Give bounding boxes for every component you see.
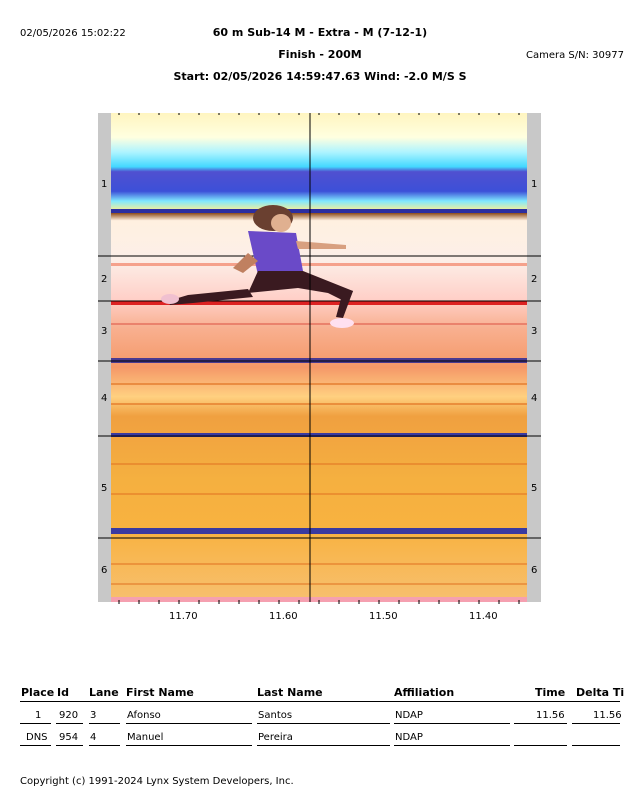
row-rule bbox=[572, 723, 620, 724]
lane-label-left: 4 bbox=[101, 393, 108, 404]
cell-lane: 4 bbox=[90, 732, 97, 743]
report-timestamp: 02/05/2026 15:02:22 bbox=[20, 28, 126, 39]
time-axis-ticks bbox=[118, 600, 520, 604]
lane-label-left: 3 bbox=[101, 326, 108, 337]
row-rule bbox=[126, 723, 252, 724]
cell-last-name: Santos bbox=[258, 710, 293, 721]
column-header-lane: Lane bbox=[89, 686, 119, 699]
cell-place: 1 bbox=[35, 710, 42, 721]
column-header-time: Time bbox=[535, 686, 566, 699]
cell-place: DNS bbox=[26, 732, 48, 743]
row-rule bbox=[89, 723, 120, 724]
cell-id: 954 bbox=[59, 732, 79, 743]
lane-label-right: 2 bbox=[531, 274, 538, 285]
lane-label-right: 1 bbox=[531, 179, 538, 190]
column-header-last-name: Last Name bbox=[257, 686, 323, 699]
row-rule bbox=[89, 745, 120, 746]
row-rule bbox=[514, 745, 567, 746]
cell-affiliation: NDAP bbox=[395, 732, 423, 743]
cell-id: 920 bbox=[59, 710, 79, 721]
cell-first-name: Manuel bbox=[127, 732, 164, 743]
row-rule bbox=[20, 723, 51, 724]
lane-label-left: 1 bbox=[101, 179, 108, 190]
event-subtitle: Finish - 200M bbox=[278, 48, 362, 61]
time-tick-label: 11.50 bbox=[369, 611, 398, 622]
lane-label-right: 6 bbox=[531, 565, 538, 576]
row-rule bbox=[394, 745, 510, 746]
runner-figure bbox=[161, 205, 354, 328]
row-rule bbox=[572, 745, 620, 746]
row-rule bbox=[20, 745, 51, 746]
column-header-delta-time: Delta Ti bbox=[576, 686, 625, 699]
event-title: 60 m Sub-14 M - Extra - M (7-12-1) bbox=[212, 26, 428, 39]
cell-lane: 3 bbox=[90, 710, 97, 721]
cell-first-name: Afonso bbox=[127, 710, 161, 721]
row-rule bbox=[126, 745, 252, 746]
cell-affiliation: NDAP bbox=[395, 710, 423, 721]
row-rule bbox=[257, 745, 390, 746]
row-rule bbox=[514, 723, 567, 724]
cell-time: 11.56 bbox=[536, 710, 565, 721]
time-tick-label: 11.60 bbox=[269, 611, 298, 622]
row-rule bbox=[257, 723, 390, 724]
row-rule bbox=[394, 723, 510, 724]
photo-finish-image bbox=[98, 113, 541, 602]
lane-label-right: 4 bbox=[531, 393, 538, 404]
lane-label-right: 3 bbox=[531, 326, 538, 337]
time-tick-label: 11.70 bbox=[169, 611, 198, 622]
lane-label-left: 6 bbox=[101, 565, 108, 576]
lane-label-left: 5 bbox=[101, 483, 108, 494]
column-header-affiliation: Affiliation bbox=[394, 686, 455, 699]
cell-delta-time: 11.56 bbox=[593, 710, 622, 721]
column-header-first-name: First Name bbox=[126, 686, 194, 699]
column-header-id: Id bbox=[57, 686, 69, 699]
start-wind-info: Start: 02/05/2026 14:59:47.63 Wind: -2.0… bbox=[173, 70, 467, 83]
row-rule bbox=[56, 745, 83, 746]
row-rule bbox=[56, 723, 83, 724]
cell-last-name: Pereira bbox=[258, 732, 293, 743]
time-tick-label: 11.40 bbox=[469, 611, 498, 622]
lane-label-left: 2 bbox=[101, 274, 108, 285]
header-rule bbox=[20, 701, 620, 702]
lane-label-right: 5 bbox=[531, 483, 538, 494]
copyright-footer: Copyright (c) 1991-2024 Lynx System Deve… bbox=[20, 776, 294, 787]
camera-serial: Camera S/N: 30977 bbox=[526, 50, 624, 61]
column-header-place: Place bbox=[21, 686, 55, 699]
